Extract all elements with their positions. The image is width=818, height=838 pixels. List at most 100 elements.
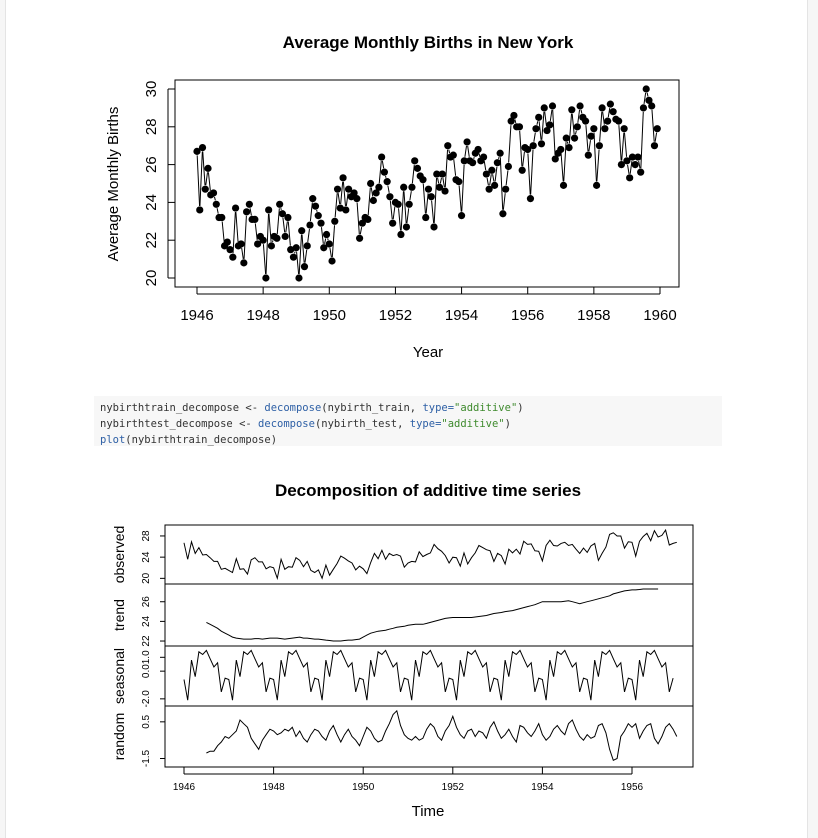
data-point — [292, 244, 300, 252]
code-keyword: type= — [422, 402, 455, 414]
data-point — [606, 100, 614, 108]
series-line-segment — [627, 164, 630, 174]
data-point — [204, 164, 212, 172]
data-point — [532, 125, 540, 133]
data-point — [634, 153, 642, 161]
data-point — [427, 193, 435, 201]
data-point — [254, 240, 262, 248]
data-point — [267, 242, 276, 250]
data-point — [353, 195, 361, 203]
series-line-segment — [588, 140, 592, 152]
data-point — [615, 117, 623, 125]
data-point — [650, 142, 659, 150]
data-point — [402, 223, 411, 231]
data-point — [350, 189, 358, 197]
series-line-segment — [514, 119, 517, 124]
x-tick-label: 1958 — [577, 307, 610, 324]
series-line-segment — [285, 221, 288, 233]
series-line-segment — [499, 157, 504, 210]
data-point — [565, 143, 573, 152]
series-line-segment — [398, 208, 402, 231]
series-line-trend — [206, 588, 659, 642]
data-point — [617, 161, 625, 169]
data-point — [295, 274, 303, 282]
data-point — [212, 200, 220, 208]
data-point — [529, 142, 537, 150]
series-line-segment — [621, 132, 625, 161]
code-text: ) — [504, 418, 511, 430]
data-point — [278, 210, 287, 218]
code-string: "additive" — [454, 402, 518, 414]
data-point — [559, 181, 568, 189]
data-point — [592, 181, 601, 189]
series-line-segment — [324, 238, 327, 244]
series-line-segment — [552, 109, 556, 155]
data-point — [259, 236, 267, 244]
series-line-segment — [342, 181, 346, 207]
series-line-segment — [519, 130, 523, 167]
code-function: decompose — [264, 402, 322, 414]
series-line-segment — [527, 153, 531, 195]
data-point — [548, 102, 557, 110]
data-point — [193, 147, 201, 155]
data-point — [631, 161, 639, 169]
data-point — [502, 185, 510, 193]
data-point — [460, 157, 468, 165]
data-point — [314, 212, 322, 220]
series-line-segment — [433, 178, 438, 224]
chart2-xlabel: Time — [412, 803, 445, 820]
data-point — [491, 181, 499, 189]
y-tick-label: 24 — [141, 551, 152, 563]
series-line-segment — [453, 159, 457, 176]
panel-label: observed — [111, 526, 127, 584]
series-line-segment — [316, 209, 318, 212]
panel-seasonal: -2.0 0.01.0 seasonal — [111, 645, 694, 707]
x-tick-label: 1954 — [445, 307, 478, 324]
chart1-xlabel: Year — [413, 344, 443, 361]
y-tick-label: 28 — [143, 118, 160, 135]
series-line-segment — [458, 185, 462, 212]
series-line-segment — [340, 181, 344, 205]
data-point — [457, 212, 466, 220]
series-line-segment — [439, 177, 442, 184]
data-point — [405, 200, 413, 208]
x-tick-label: 1946 — [180, 307, 213, 324]
x-tick-label: 1950 — [313, 307, 346, 324]
series-line-segment — [522, 151, 525, 167]
series-line-segment — [599, 111, 603, 142]
data-point — [284, 213, 292, 222]
series-line-segment — [623, 132, 628, 157]
data-point — [422, 213, 430, 222]
series-line-segment — [437, 177, 440, 184]
series-line-segment — [301, 234, 305, 263]
data-point — [642, 85, 650, 93]
data-point — [309, 195, 317, 203]
series-line-segment — [287, 221, 291, 246]
series-line-segment — [262, 244, 267, 275]
y-tick-label: 22 — [143, 232, 160, 249]
panel-random: -1.5 0.5 random — [111, 705, 694, 768]
series-line-segment — [356, 202, 360, 235]
x-tick-label: 1956 — [621, 782, 644, 793]
y-tick-label: -1.5 — [141, 749, 152, 767]
data-point — [568, 106, 576, 114]
series-line-segment — [280, 207, 282, 211]
series-line-segment — [216, 208, 219, 214]
data-point — [645, 96, 653, 104]
series-line-segment — [585, 125, 589, 152]
data-point — [543, 126, 551, 135]
series-line-segment — [243, 215, 247, 259]
x-tick-label: 1948 — [246, 307, 279, 324]
y-tick-label: 20 — [143, 270, 160, 287]
data-point — [342, 206, 350, 214]
y-tick-label: 26 — [143, 156, 160, 173]
series-line-segment — [536, 121, 539, 125]
decomposition-chart: Decomposition of additive time series 20… — [111, 481, 694, 820]
data-point — [375, 183, 383, 191]
series-line-segment — [272, 240, 274, 243]
series-line-segment — [431, 200, 435, 224]
data-point — [245, 200, 253, 208]
data-point — [378, 153, 386, 161]
series-line-segment — [406, 208, 410, 224]
x-tick-label: 1956 — [511, 307, 544, 324]
